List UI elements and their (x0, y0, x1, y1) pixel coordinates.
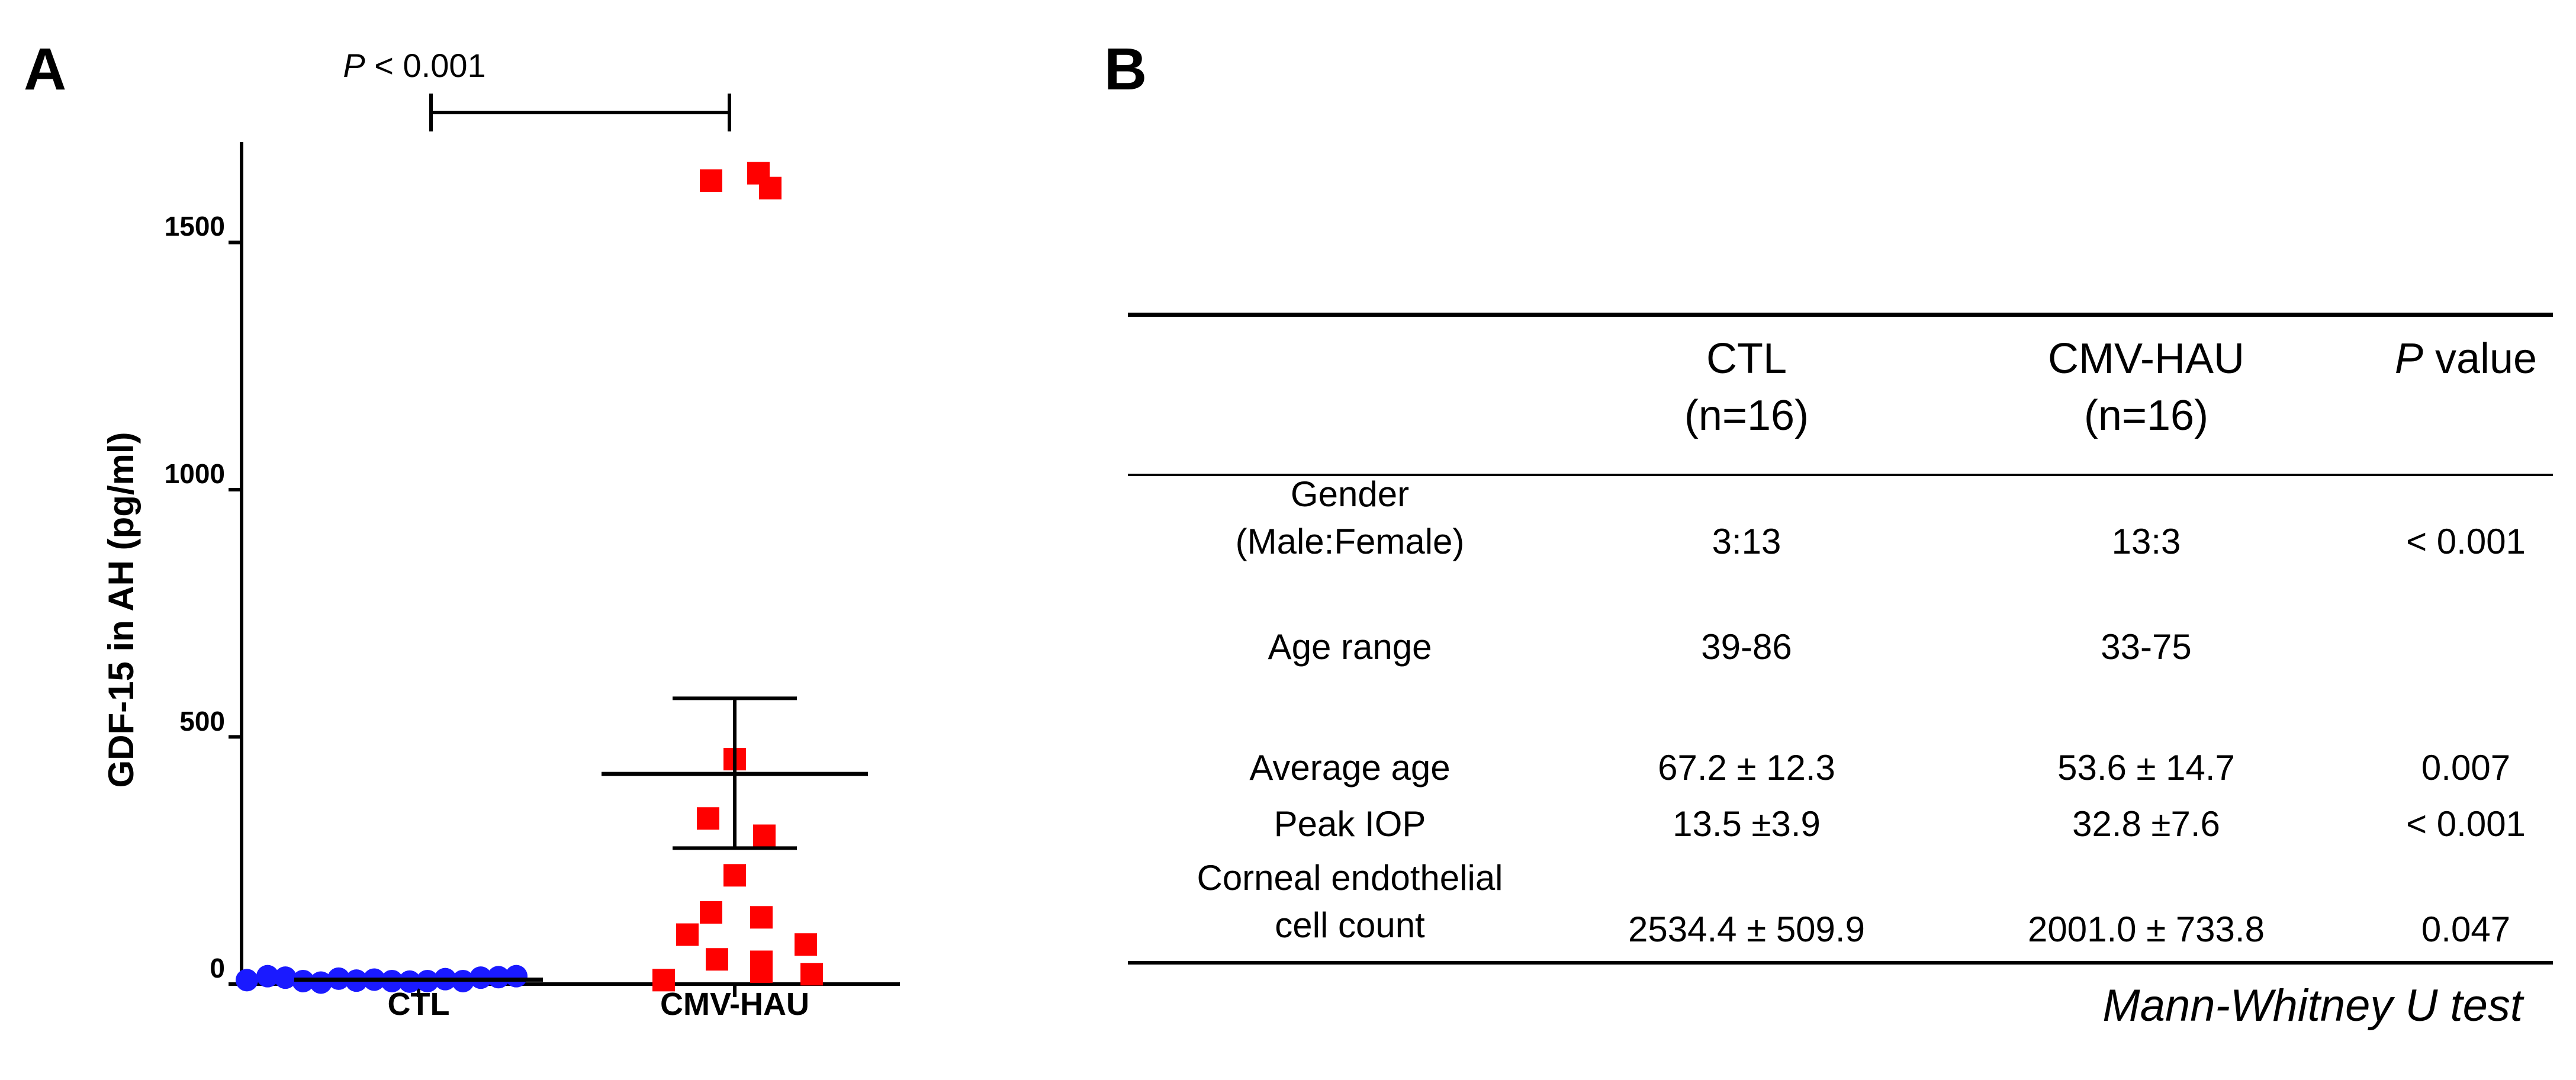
cmv-hau-data-point (652, 969, 675, 992)
table-cell-cmv: 13:3 (2111, 522, 2181, 561)
table-top-rule (1128, 313, 2553, 317)
ctl-data-point (505, 965, 528, 988)
y-tick-label: 1500 (164, 211, 225, 242)
table-footnote: Mann-Whitney U test (2102, 981, 2523, 1031)
panel-label-a: A (24, 36, 67, 102)
table-row-label: Average age (1249, 748, 1451, 787)
table-header-pvalue: P value (2394, 335, 2538, 382)
table-row-label: Age range (1268, 627, 1432, 667)
table-cell-p: < 0.001 (2406, 522, 2526, 561)
significance-label: P < 0.001 (343, 47, 486, 84)
cmv-hau-data-point (700, 169, 722, 192)
y-tick-label: 500 (179, 706, 225, 737)
cmv-hau-data-point (700, 901, 722, 924)
table-cell-ctl: 2534.4 ± 509.9 (1628, 909, 1865, 949)
y-axis-label: GDF-15 in AH (pg/ml) (101, 432, 141, 788)
panel-label-b: B (1104, 36, 1147, 102)
table-cell-ctl: 39-86 (1701, 627, 1792, 667)
cmv-hau-data-point (750, 960, 773, 983)
table-bottom-rule (1128, 961, 2553, 965)
table-cell-p: < 0.001 (2406, 804, 2526, 844)
cmv-hau-data-point (800, 963, 823, 986)
table-cell-cmv: 2001.0 ± 733.8 (2028, 909, 2265, 949)
ctl-data-point (256, 965, 279, 988)
table-header-rule (1128, 474, 2553, 476)
ctl-data-point (310, 971, 332, 994)
cmv-hau-data-point (747, 162, 770, 185)
table-row-label: Corneal endothelial cell count (1197, 858, 1503, 945)
cmv-hau-data-point (676, 923, 699, 946)
ctl-data-point (274, 966, 297, 989)
table-header-ctl: CTL (n=16) (1684, 335, 1809, 439)
table-cell-p: 0.007 (2421, 748, 2511, 787)
cmv-hau-data-point (795, 933, 817, 956)
cmv-hau-data-point (723, 864, 746, 887)
table-row-label: Gender (Male:Female) (1235, 474, 1465, 561)
table-cell-cmv: 32.8 ±7.6 (2072, 804, 2220, 844)
table-cell-ctl: 67.2 ± 12.3 (1658, 748, 1835, 787)
table-cell-p: 0.047 (2421, 909, 2511, 949)
ctl-data-point (487, 966, 510, 989)
cmv-hau-data-point (706, 948, 728, 971)
ctl-data-point (236, 969, 258, 992)
cmv-hau-data-point (750, 906, 773, 929)
cmv-hau-data-point (697, 807, 719, 830)
x-category-label: CTL (387, 986, 450, 1022)
table-row-label: Peak IOP (1273, 804, 1426, 844)
y-tick-label: 1000 (164, 458, 225, 489)
table-cell-cmv: 33-75 (2101, 627, 2192, 667)
table-header-cmv: CMV-HAU (n=16) (2047, 335, 2245, 439)
cmv-hau-data-point (753, 824, 776, 847)
x-category-label: CMV-HAU (660, 986, 809, 1022)
table-cell-ctl: 3:13 (1712, 522, 1781, 561)
table-cell-cmv: 53.6 ± 14.7 (2057, 748, 2235, 787)
table-cell-ctl: 13.5 ±3.9 (1673, 804, 1821, 844)
y-tick-label: 0 (210, 953, 225, 983)
